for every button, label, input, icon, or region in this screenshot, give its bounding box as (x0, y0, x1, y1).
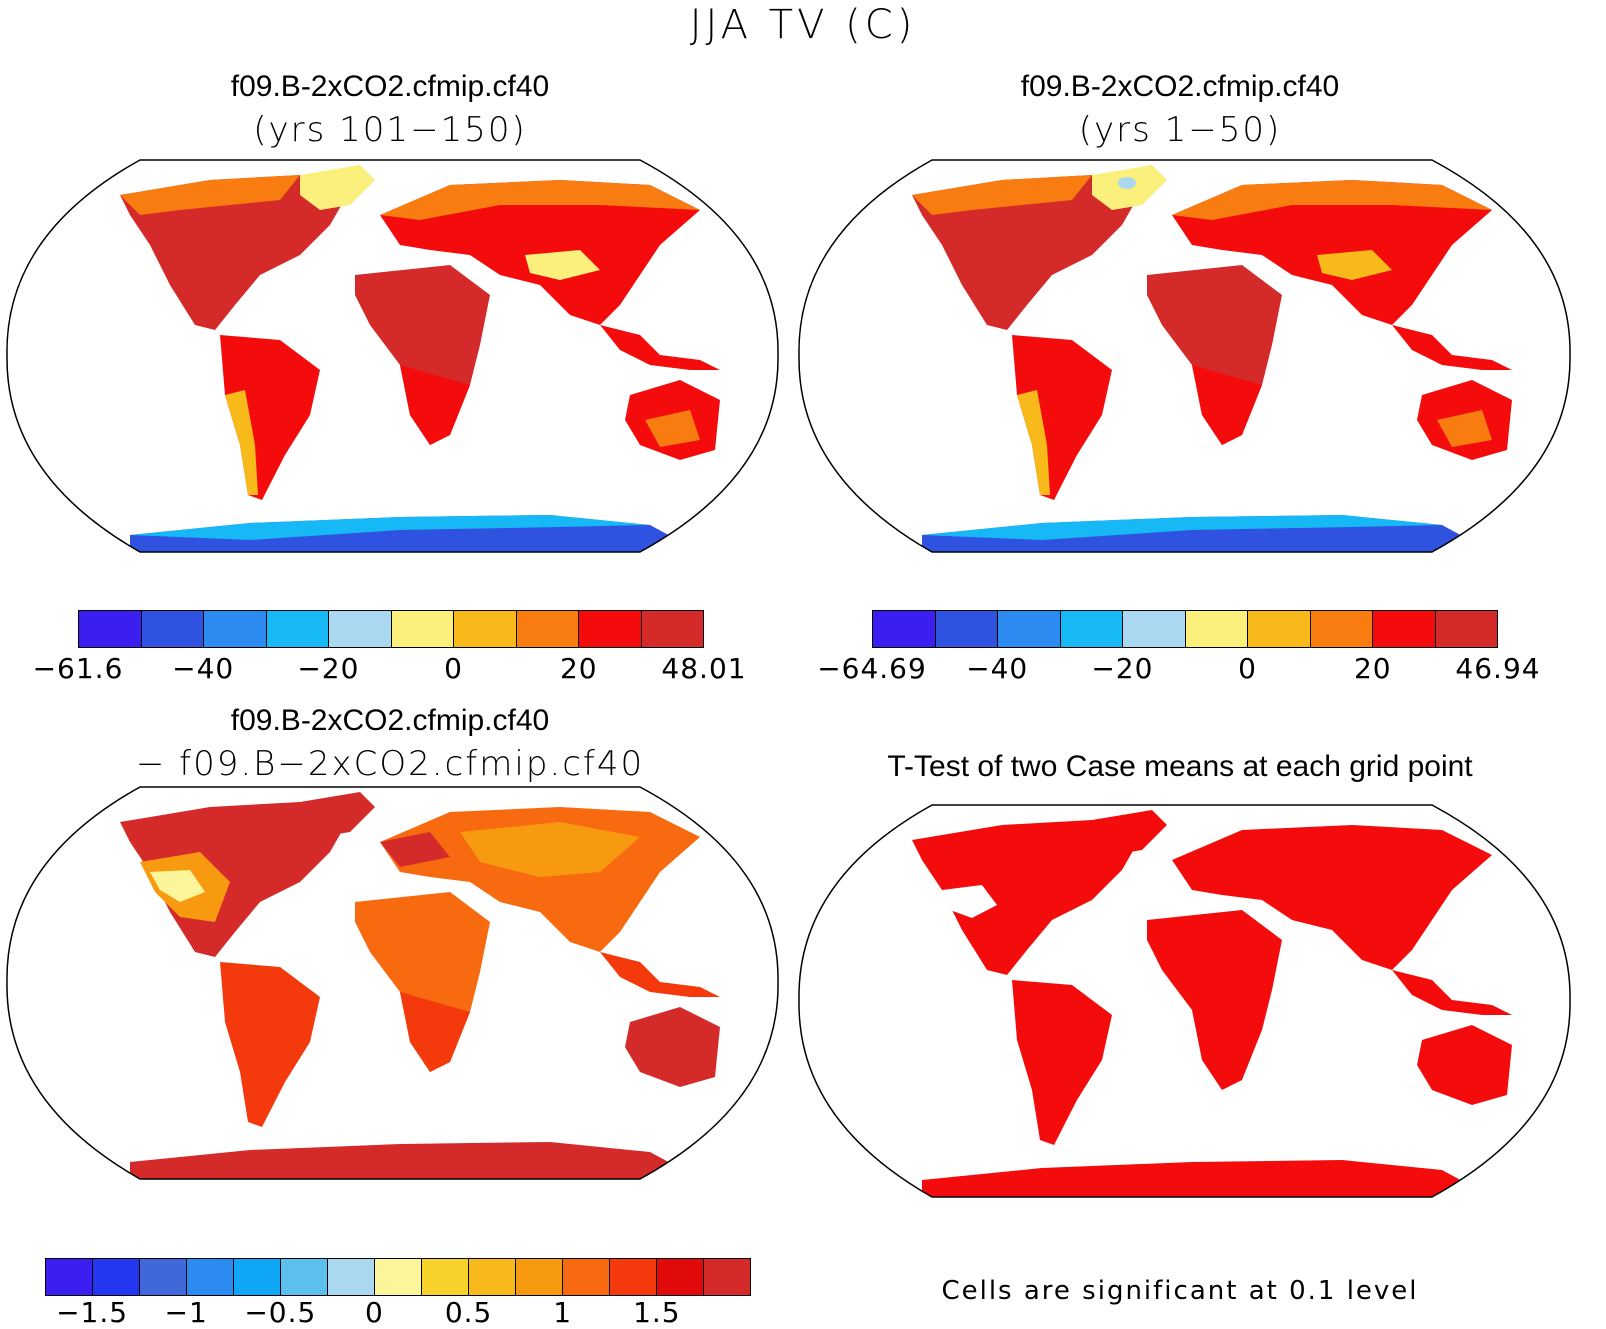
colorbar-cell (46, 1259, 93, 1295)
colorbar-cell (1060, 611, 1123, 647)
colorbar-tick-label: 20 (1353, 652, 1392, 685)
panel-1-title: f09.B-2xCO2.cfmip.cf40 (230, 70, 550, 103)
colorbar-tick-label: 46.94 (1455, 652, 1541, 685)
colorbar-tick-label: −40 (172, 652, 235, 685)
colorbar-tick-label: 20 (559, 652, 598, 685)
panel-3-title: f09.B-2xCO2.cfmip.cf40 (230, 704, 550, 737)
colorbar-cell (579, 611, 642, 647)
figure-title: JJA TV (C) (689, 2, 917, 48)
colorbar-tick-label: −20 (297, 652, 360, 685)
panel-2-colorbar (872, 610, 1498, 648)
colorbar-cell (1435, 611, 1497, 647)
colorbar-cell (454, 611, 517, 647)
colorbar-cell (391, 611, 454, 647)
colorbar-tick-label: 1 (553, 1296, 573, 1329)
panel-2-subtitle: (yrs 1−50) (1078, 110, 1282, 150)
colorbar-cell (516, 611, 579, 647)
colorbar-cell (1373, 611, 1436, 647)
colorbar-cell (1310, 611, 1373, 647)
panel-4-note: Cells are significant at 0.1 level (941, 1276, 1419, 1306)
colorbar-cell (873, 611, 936, 647)
colorbar-cell (1123, 611, 1186, 647)
panel-2-map (798, 159, 1571, 553)
colorbar-tick-label: 0 (1238, 652, 1258, 685)
colorbar-tick-label: 1.5 (633, 1296, 681, 1329)
panel-3-subtitle: − f09.B−2xCO2.cfmip.cf40 (135, 744, 645, 784)
colorbar-cell (935, 611, 998, 647)
colorbar-tick-label: 0 (365, 1296, 384, 1329)
eurasia (380, 180, 700, 325)
colorbar-tick-label: 0 (444, 652, 464, 685)
panel-2-title: f09.B-2xCO2.cfmip.cf40 (1020, 70, 1340, 103)
colorbar-cell (469, 1259, 516, 1295)
colorbar-cell (657, 1259, 704, 1295)
colorbar-cell (329, 611, 392, 647)
panel-4-map (798, 804, 1571, 1198)
colorbar-cell (375, 1259, 422, 1295)
colorbar-cell (641, 611, 703, 647)
colorbar-cell (187, 1259, 234, 1295)
colorbar-tick-label: −61.6 (32, 652, 124, 685)
colorbar-tick-label: −40 (966, 652, 1029, 685)
colorbar-cell (563, 1259, 610, 1295)
panel-1-map (6, 159, 779, 553)
colorbar-tick-label: −1.5 (56, 1296, 129, 1329)
north-america-north (120, 175, 300, 215)
colorbar-cell (998, 611, 1061, 647)
colorbar-cell (704, 1259, 750, 1295)
colorbar-cell (1248, 611, 1311, 647)
colorbar-cell (328, 1259, 375, 1295)
colorbar-cell (422, 1259, 469, 1295)
colorbar-tick-label: −0.5 (244, 1296, 317, 1329)
panel-1-subtitle: (yrs 101−150) (253, 110, 527, 150)
south-america-west (225, 390, 258, 495)
colorbar-cell (1185, 611, 1248, 647)
africa-south (400, 365, 470, 445)
panel-3-map (6, 786, 779, 1180)
colorbar-cell (516, 1259, 563, 1295)
colorbar-cell (266, 611, 329, 647)
southeast-asia (600, 325, 720, 370)
colorbar-cell (93, 1259, 140, 1295)
colorbar-cell (234, 1259, 281, 1295)
eurasia-north (380, 180, 700, 220)
colorbar-cell (79, 611, 142, 647)
colorbar-cell (140, 1259, 187, 1295)
colorbar-tick-label: −64.69 (817, 652, 927, 685)
north-america (120, 175, 350, 330)
tibet (525, 250, 600, 280)
colorbar-cell (141, 611, 204, 647)
colorbar-cell (281, 1259, 328, 1295)
panel-4-title: T-Test of two Case means at each grid po… (887, 750, 1473, 783)
australia-interior (645, 410, 700, 447)
colorbar-tick-label: −1 (164, 1296, 208, 1329)
colorbar-cell (610, 1259, 657, 1295)
colorbar-tick-label: −20 (1091, 652, 1154, 685)
panel-1-colorbar (78, 610, 704, 648)
colorbar-cell (204, 611, 267, 647)
colorbar-tick-label: 0.5 (444, 1296, 493, 1329)
colorbar-tick-label: 48.01 (661, 652, 747, 685)
greenland (300, 165, 375, 210)
antarctica-edge (130, 515, 650, 540)
panel-3-colorbar (45, 1258, 751, 1296)
